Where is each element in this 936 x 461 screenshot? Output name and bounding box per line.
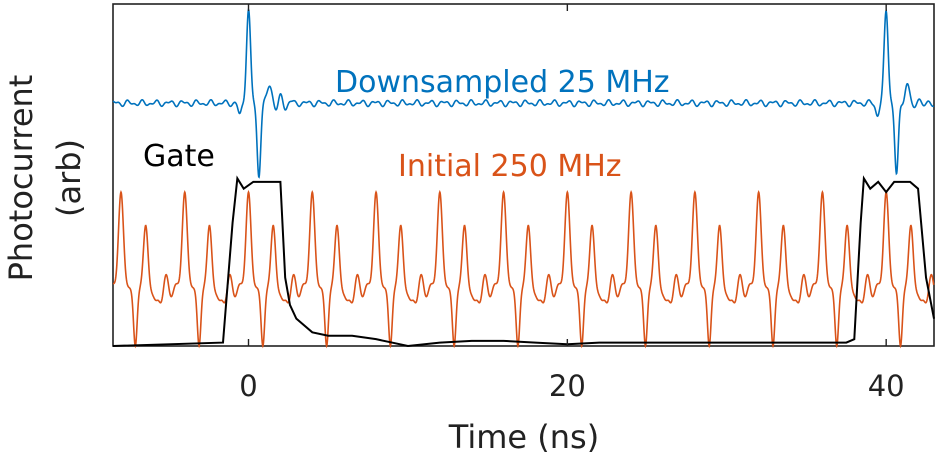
series-initial-250mhz [112, 189, 935, 349]
x-tick-label: 0 [239, 369, 257, 403]
x-tick-label: 20 [549, 369, 586, 403]
plot-frame [112, 3, 935, 347]
y-axis-label-line1: Photocurrent [2, 75, 40, 282]
annotation-gate: Gate [143, 139, 215, 174]
series-gate [112, 175, 935, 348]
series-downsampled-25mhz [112, 7, 935, 179]
annotation-downsampled: Downsampled 25 MHz [335, 65, 670, 100]
plot-border [112, 3, 935, 347]
y-axis-label-line2: (arb) [50, 139, 88, 217]
x-tick-label: 40 [868, 369, 905, 403]
annotation-initial: Initial 250 MHz [398, 149, 622, 184]
x-axis-label: Time (ns) [448, 418, 599, 456]
tick-layer: 0 20 40 [239, 4, 905, 403]
